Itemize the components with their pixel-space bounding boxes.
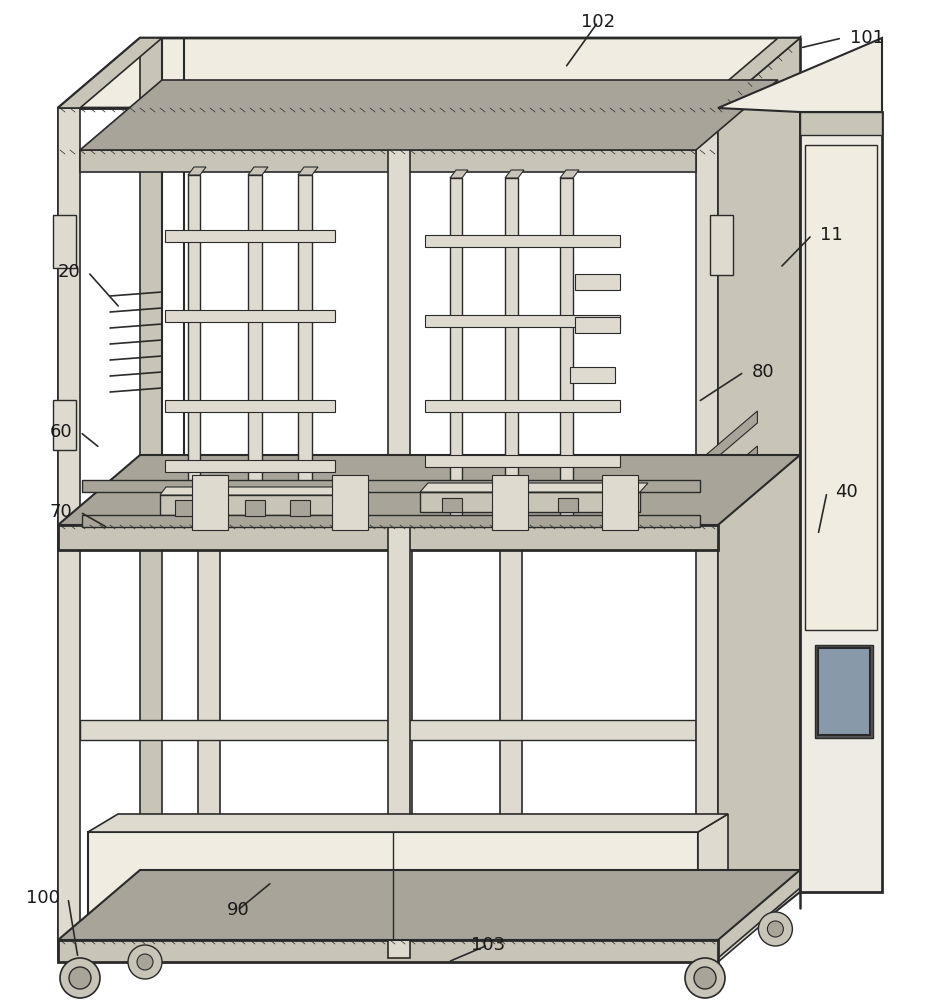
Polygon shape	[425, 400, 620, 412]
Polygon shape	[450, 178, 462, 525]
Text: 90: 90	[227, 901, 250, 919]
Polygon shape	[420, 483, 648, 492]
Circle shape	[759, 912, 793, 946]
Polygon shape	[58, 455, 800, 525]
Polygon shape	[818, 648, 870, 735]
Polygon shape	[58, 38, 800, 108]
Text: 60: 60	[50, 423, 72, 441]
Polygon shape	[500, 550, 522, 940]
Polygon shape	[88, 814, 728, 832]
Polygon shape	[425, 455, 620, 467]
Polygon shape	[58, 870, 800, 940]
Polygon shape	[58, 38, 162, 108]
Text: 102: 102	[581, 13, 615, 31]
Polygon shape	[332, 475, 368, 530]
Circle shape	[69, 967, 91, 989]
Polygon shape	[718, 108, 800, 958]
Polygon shape	[450, 170, 468, 178]
Polygon shape	[558, 498, 578, 512]
Polygon shape	[815, 645, 873, 738]
Polygon shape	[560, 178, 573, 525]
Text: 101: 101	[850, 29, 884, 47]
Polygon shape	[602, 475, 638, 530]
Polygon shape	[80, 80, 778, 150]
Circle shape	[767, 921, 783, 937]
Polygon shape	[175, 500, 195, 516]
Polygon shape	[58, 525, 718, 550]
Circle shape	[694, 967, 716, 989]
Polygon shape	[160, 495, 345, 515]
Text: 70: 70	[50, 503, 72, 521]
Polygon shape	[575, 317, 620, 333]
Polygon shape	[192, 475, 228, 530]
Polygon shape	[718, 898, 767, 962]
Polygon shape	[53, 215, 76, 268]
Polygon shape	[698, 814, 728, 938]
Circle shape	[685, 958, 725, 998]
Polygon shape	[442, 498, 462, 512]
Text: 20: 20	[57, 263, 80, 281]
Polygon shape	[492, 475, 528, 530]
Polygon shape	[718, 38, 800, 958]
Text: 40: 40	[835, 483, 857, 501]
Polygon shape	[58, 108, 718, 958]
Polygon shape	[188, 167, 206, 175]
Polygon shape	[390, 550, 412, 940]
Polygon shape	[800, 112, 882, 135]
Polygon shape	[388, 108, 410, 958]
Polygon shape	[420, 492, 640, 512]
Polygon shape	[710, 215, 733, 275]
Polygon shape	[165, 460, 335, 472]
Polygon shape	[696, 108, 718, 958]
Polygon shape	[88, 832, 698, 938]
Polygon shape	[575, 274, 620, 290]
Text: 11: 11	[820, 226, 842, 244]
Polygon shape	[560, 170, 579, 178]
Polygon shape	[188, 175, 200, 525]
Polygon shape	[800, 112, 882, 892]
Polygon shape	[700, 411, 757, 472]
Polygon shape	[718, 455, 800, 550]
Polygon shape	[58, 940, 718, 962]
Polygon shape	[248, 167, 268, 175]
Text: 80: 80	[752, 363, 775, 381]
Text: 100: 100	[26, 889, 60, 907]
Polygon shape	[53, 400, 76, 450]
Polygon shape	[82, 480, 700, 492]
Polygon shape	[718, 38, 882, 112]
Polygon shape	[698, 550, 720, 940]
Polygon shape	[500, 498, 520, 512]
Polygon shape	[160, 487, 351, 495]
Polygon shape	[700, 446, 757, 507]
Polygon shape	[82, 515, 700, 527]
Polygon shape	[165, 310, 335, 322]
Polygon shape	[140, 38, 162, 908]
Polygon shape	[805, 145, 877, 630]
Polygon shape	[198, 550, 220, 940]
Polygon shape	[505, 178, 518, 525]
Polygon shape	[298, 175, 312, 525]
Text: 103: 103	[471, 936, 505, 954]
Polygon shape	[80, 150, 696, 172]
Polygon shape	[570, 367, 615, 383]
Circle shape	[137, 954, 153, 970]
Polygon shape	[165, 400, 335, 412]
Polygon shape	[80, 720, 696, 740]
Polygon shape	[248, 175, 262, 525]
Polygon shape	[290, 500, 310, 516]
Polygon shape	[696, 38, 800, 108]
Polygon shape	[245, 500, 265, 516]
Polygon shape	[425, 235, 620, 247]
Polygon shape	[298, 167, 318, 175]
Polygon shape	[718, 38, 800, 958]
Polygon shape	[425, 315, 620, 327]
Polygon shape	[165, 230, 335, 242]
Polygon shape	[505, 170, 524, 178]
Polygon shape	[58, 108, 80, 958]
Circle shape	[60, 958, 100, 998]
Circle shape	[128, 945, 162, 979]
